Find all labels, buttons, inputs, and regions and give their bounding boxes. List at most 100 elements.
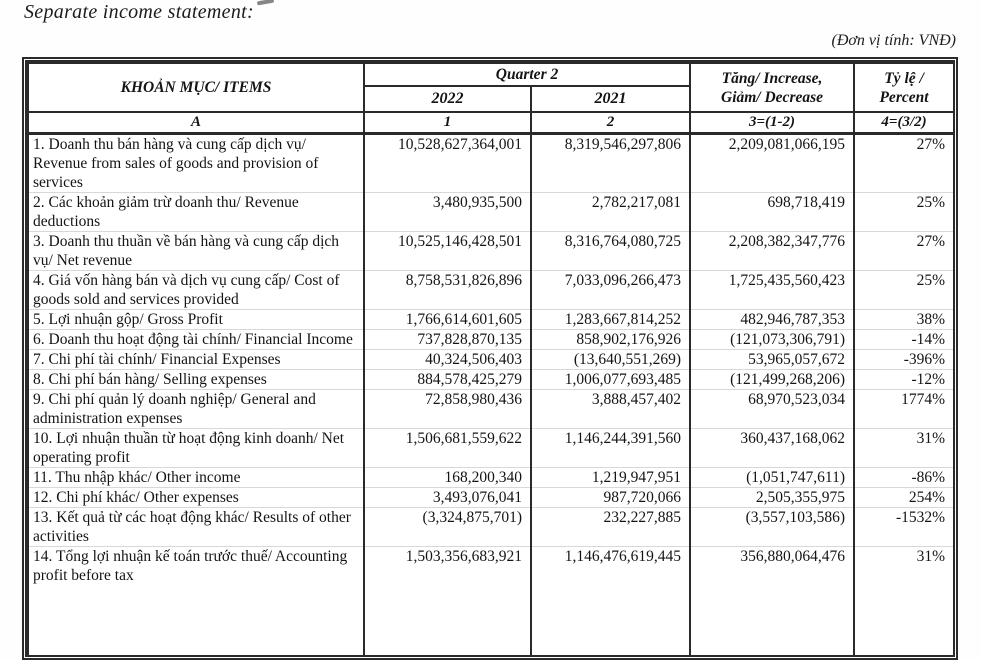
change-cell: 68,970,523,034: [689, 389, 856, 429]
change-cell: (121,499,268,206): [689, 369, 856, 390]
percent-cell: -12%: [853, 369, 956, 390]
item-cell: 8. Chi phí bán hàng/ Selling expenses: [27, 369, 365, 390]
subheader-col3: 3=(1-2): [689, 111, 856, 135]
scanned-financial-report-page: { "page": { "title": "Separate income st…: [22, 0, 958, 660]
page-title: Separate income statement:: [24, 1, 254, 23]
value-2022-cell: 1,506,681,559,622: [363, 428, 532, 468]
item-cell: 2. Các khoản giảm trừ doanh thu/ Revenue…: [27, 192, 365, 232]
table-row: 3. Doanh thu thuần về bán hàng và cung c…: [27, 231, 956, 271]
item-cell: 9. Chi phí quản lý doanh nghiệp/ General…: [27, 389, 365, 429]
item-cell: 10. Lợi nhuận thuần từ hoạt động kinh do…: [27, 428, 365, 468]
value-2021-cell: (13,640,551,269): [529, 349, 692, 370]
value-2021-cell: 1,283,667,814,252: [529, 309, 692, 330]
value-2022-cell: 168,200,340: [363, 467, 532, 488]
year-2021-header: 2021: [529, 85, 692, 113]
value-2022-cell: 8,758,531,826,896: [363, 270, 532, 310]
subheader-col2: 2: [529, 111, 692, 135]
value-2022-cell: 40,324,506,403: [363, 349, 532, 370]
scan-smudge-artifact: [256, 0, 275, 6]
table-row: 8. Chi phí bán hàng/ Selling expenses 88…: [27, 369, 956, 390]
value-2021-cell: 1,006,077,693,485: [529, 369, 692, 390]
value-2021-cell: 232,227,885: [529, 507, 692, 547]
item-cell: 6. Doanh thu hoạt động tài chính/ Financ…: [27, 329, 365, 350]
percent-cell: 27%: [853, 133, 956, 193]
percent-cell: 25%: [853, 192, 956, 232]
value-2021-cell: 3,888,457,402: [529, 389, 692, 429]
table-row: 7. Chi phí tài chính/ Financial Expenses…: [27, 349, 956, 370]
percent-cell: 38%: [853, 309, 956, 330]
table-head: KHOẢN MỤC/ ITEMS Quarter 2 Tăng/ Increas…: [27, 62, 956, 135]
value-2021-cell: 7,033,096,266,473: [529, 270, 692, 310]
value-2022-cell: 884,578,425,279: [363, 369, 532, 390]
subheader-a: A: [27, 111, 365, 135]
percent-cell: 25%: [853, 270, 956, 310]
table-row: 12. Chi phí khác/ Other expenses 3,493,0…: [27, 487, 956, 508]
percent-header-line2: Percent: [879, 88, 929, 106]
subheader-col1: 1: [363, 111, 532, 135]
change-cell: 2,209,081,066,195: [689, 133, 856, 193]
increase-decrease-line2: Giảm/ Decrease: [721, 88, 824, 106]
change-cell: 53,965,057,672: [689, 349, 856, 370]
percent-cell: -14%: [853, 329, 956, 350]
table-row: 4. Giá vốn hàng bán và dịch vụ cung cấp/…: [27, 270, 956, 310]
percent-cell: -1532%: [853, 507, 956, 547]
value-2022-cell: (3,324,875,701): [363, 507, 532, 547]
change-cell: (121,073,306,791): [689, 329, 856, 350]
item-cell: 7. Chi phí tài chính/ Financial Expenses: [27, 349, 365, 370]
item-cell: 5. Lợi nhuận gộp/ Gross Profit: [27, 309, 365, 330]
value-2021-cell: 858,902,176,926: [529, 329, 692, 350]
change-cell: 482,946,787,353: [689, 309, 856, 330]
table-body: 1. Doanh thu bán hàng và cung cấp dịch v…: [27, 133, 956, 655]
table-row: 1. Doanh thu bán hàng và cung cấp dịch v…: [27, 133, 956, 193]
value-2021-cell: 987,720,066: [529, 487, 692, 508]
value-2022-cell: 10,528,627,364,001: [363, 133, 532, 193]
item-cell: 12. Chi phí khác/ Other expenses: [27, 487, 365, 508]
table-row: 2. Các khoản giảm trừ doanh thu/ Revenue…: [27, 192, 956, 232]
table-row: 5. Lợi nhuận gộp/ Gross Profit 1,766,614…: [27, 309, 956, 330]
value-2022-cell: 10,525,146,428,501: [363, 231, 532, 271]
item-cell: 11. Thu nhập khác/ Other income: [27, 467, 365, 488]
change-cell: (1,051,747,611): [689, 467, 856, 488]
value-2021-cell: 8,319,546,297,806: [529, 133, 692, 193]
table-row: 6. Doanh thu hoạt động tài chính/ Financ…: [27, 329, 956, 350]
change-cell: 1,725,435,560,423: [689, 270, 856, 310]
percent-column-header: Tỷ lệ / Percent: [853, 62, 956, 113]
currency-unit-label: (Đơn vị tính: VNĐ): [831, 32, 956, 49]
value-2021-cell: 2,782,217,081: [529, 192, 692, 232]
change-cell: 360,437,168,062: [689, 428, 856, 468]
value-2021-cell: 1,146,244,391,560: [529, 428, 692, 468]
item-cell: 13. Kết quả từ các hoạt động khác/ Resul…: [27, 507, 365, 547]
change-cell: (3,557,103,586): [689, 507, 856, 547]
percent-cell: 254%: [853, 487, 956, 508]
value-2021-cell: 1,219,947,951: [529, 467, 692, 488]
income-statement-table: KHOẢN MỤC/ ITEMS Quarter 2 Tăng/ Increas…: [22, 57, 958, 660]
percent-cell: -86%: [853, 467, 956, 488]
percent-cell: 27%: [853, 231, 956, 271]
table-row: 13. Kết quả từ các hoạt động khác/ Resul…: [27, 507, 956, 547]
percent-header-line1: Tỷ lệ /: [884, 69, 924, 87]
value-2022-cell: 737,828,870,135: [363, 329, 532, 350]
table-row: 9. Chi phí quản lý doanh nghiệp/ General…: [27, 389, 956, 429]
increase-decrease-column-header: Tăng/ Increase, Giảm/ Decrease: [689, 62, 856, 113]
table-row: 11. Thu nhập khác/ Other income 168,200,…: [27, 467, 956, 488]
percent-cell: 31%: [853, 428, 956, 468]
increase-decrease-line1: Tăng/ Increase,: [721, 69, 823, 87]
value-2022-cell: 72,858,980,436: [363, 389, 532, 429]
items-column-header: KHOẢN MỤC/ ITEMS: [27, 62, 365, 113]
value-2022-cell: 1,766,614,601,605: [363, 309, 532, 330]
percent-cell: 1774%: [853, 389, 956, 429]
change-cell: 2,505,355,975: [689, 487, 856, 508]
subheader-col4: 4=(3/2): [853, 111, 956, 135]
item-cell: 1. Doanh thu bán hàng và cung cấp dịch v…: [27, 133, 365, 193]
value-2021-cell: 8,316,764,080,725: [529, 231, 692, 271]
value-2022-cell: 3,493,076,041: [363, 487, 532, 508]
year-2022-header: 2022: [363, 85, 532, 113]
change-cell: 2,208,382,347,776: [689, 231, 856, 271]
quarter-group-header: Quarter 2: [362, 62, 692, 87]
table-row: 10. Lợi nhuận thuần từ hoạt động kinh do…: [27, 428, 956, 468]
item-cell: 4. Giá vốn hàng bán và dịch vụ cung cấp/…: [27, 270, 365, 310]
item-cell: 3. Doanh thu thuần về bán hàng và cung c…: [27, 231, 365, 271]
change-cell: 698,718,419: [689, 192, 856, 232]
value-2022-cell: 3,480,935,500: [363, 192, 532, 232]
percent-cell: -396%: [853, 349, 956, 370]
